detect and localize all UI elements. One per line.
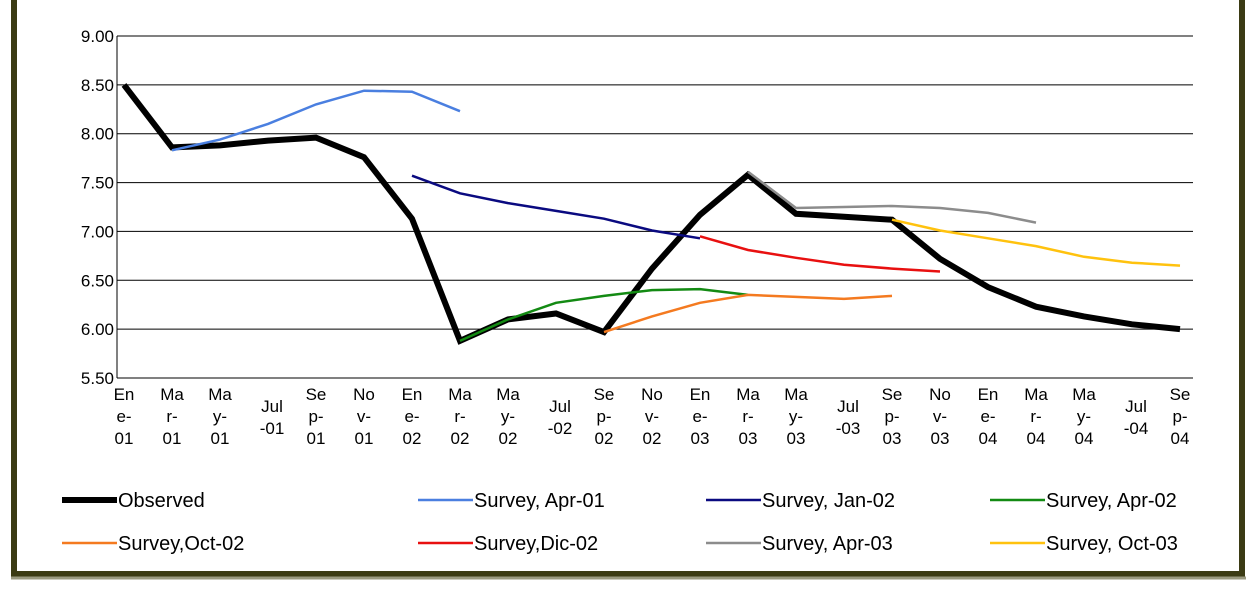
x-tick-label: No v-02: [641, 385, 663, 448]
y-tick-label: 6.50: [81, 271, 114, 290]
x-tick-label: En e-02: [402, 385, 423, 448]
legend-label: Survey, Oct-03: [1046, 533, 1178, 555]
x-tick-label: Ma r-04: [1024, 385, 1048, 448]
legend-label: Survey, Jan-02: [762, 490, 895, 512]
x-tick-label: Ma y-04: [1072, 385, 1096, 448]
series-line: [747, 170, 1037, 224]
legend: Observed Survey, Apr-01 Survey, Jan-02 Surv…: [62, 490, 1178, 555]
legend-label: Survey, Apr-02: [1046, 490, 1177, 512]
x-tick-label: Jul -04: [1124, 397, 1149, 438]
x-tick-label: Ma r-03: [736, 385, 760, 448]
y-tick-label: 6.00: [81, 320, 114, 339]
x-tick-label: Ma y-03: [784, 385, 808, 448]
series-line: [171, 89, 461, 152]
x-tick-label: En e-03: [690, 385, 711, 448]
x-tick-label: Se p-04: [1170, 385, 1191, 448]
x-tick-label: Jul -03: [836, 397, 861, 438]
x-tick-label: En e-01: [114, 385, 135, 448]
x-tick-label: Ma y-02: [496, 385, 520, 448]
x-tick-label: Se p-02: [594, 385, 615, 448]
y-tick-label: 8.50: [81, 76, 114, 95]
x-tick-label: Se p-03: [882, 385, 903, 448]
x-tick-label: Ma r-02: [448, 385, 472, 448]
series-line: [603, 293, 893, 334]
series-line: [699, 235, 941, 273]
legend-label: Survey,Oct-02: [118, 533, 244, 555]
x-tick-label: No v-01: [353, 385, 375, 448]
x-tick-label: Jul -01: [260, 397, 285, 438]
y-tick-label: 7.50: [81, 174, 114, 193]
series-line: [121, 83, 1181, 345]
legend-label: Survey, Apr-03: [762, 533, 893, 555]
x-tick-label: En e-04: [978, 385, 999, 448]
y-tick-label: 9.00: [81, 27, 114, 46]
legend-label: Observed: [118, 490, 205, 512]
x-tick-label: Se p-01: [306, 385, 327, 448]
series-line: [891, 218, 1181, 267]
y-tick-label: 8.00: [81, 125, 114, 144]
y-tick-label: 5.50: [81, 369, 114, 388]
x-tick-label: Ma y-01: [208, 385, 232, 448]
y-tick-label: 7.00: [81, 222, 114, 241]
x-tick-label: No v-03: [929, 385, 951, 448]
series-line: [411, 174, 701, 240]
series-line: [459, 287, 749, 343]
x-tick-label: Ma r-01: [160, 385, 184, 448]
x-tick-label: Jul -02: [548, 397, 573, 438]
legend-label: Survey,Dic-02: [474, 533, 598, 555]
chart-frame: [11, 0, 1245, 577]
legend-label: Survey, Apr-01: [474, 490, 605, 512]
